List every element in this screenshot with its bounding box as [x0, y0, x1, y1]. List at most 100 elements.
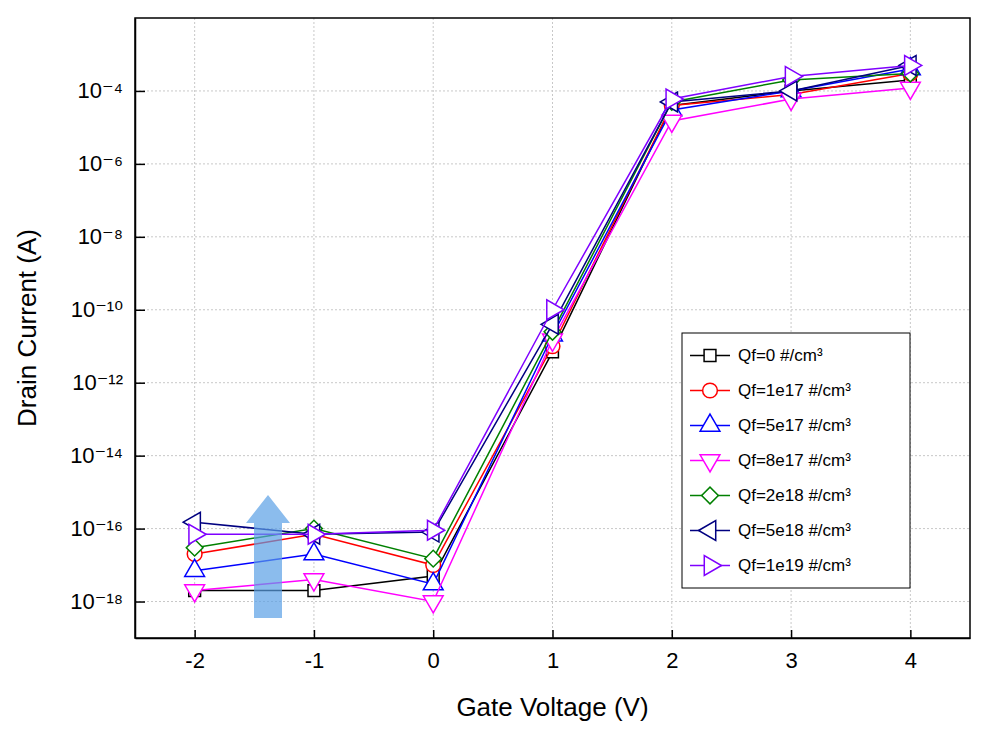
- tick: 10⁻¹⁸: [70, 589, 145, 614]
- legend-label: Qf=0 #/cm³: [738, 346, 823, 365]
- tick: -2: [185, 630, 205, 673]
- marker: [905, 56, 922, 76]
- tick-label: 10⁻¹⁴: [70, 443, 123, 468]
- tick: 10⁻¹⁰: [71, 297, 145, 322]
- marker: [423, 596, 443, 613]
- tick-label: 1: [547, 648, 559, 673]
- marker: [427, 520, 444, 540]
- tick-label: 10⁻¹⁶: [71, 516, 123, 541]
- tick-label: 10⁻¹⁸: [70, 589, 123, 614]
- legend-entry: Qf=1e17 #/cm³: [690, 381, 851, 400]
- legend-marker: [704, 350, 716, 362]
- legend-label: Qf=1e17 #/cm³: [738, 381, 851, 400]
- legend-label: Qf=1e19 #/cm³: [738, 556, 851, 575]
- tick-label: 3: [785, 648, 797, 673]
- legend-entry: Qf=2e18 #/cm³: [690, 486, 851, 505]
- tick: 10⁻¹⁴: [70, 443, 145, 468]
- legend-entry: Qf=8e17 #/cm³: [690, 451, 851, 471]
- marker: [785, 67, 802, 87]
- series-line: [195, 65, 911, 534]
- y-axis-title: Drain Current (A): [12, 229, 42, 427]
- tick: 3: [785, 630, 797, 673]
- tick-label: -2: [185, 648, 205, 673]
- tick-label: 4: [905, 648, 917, 673]
- marker: [189, 524, 206, 544]
- tick-label: -1: [305, 648, 325, 673]
- tick: 10⁻¹⁶: [71, 516, 145, 541]
- legend-box: [682, 333, 910, 588]
- tick-mark: [135, 528, 145, 530]
- legend-entry: Qf=0 #/cm³: [690, 346, 823, 365]
- tick-label: 10⁻¹⁰: [71, 297, 123, 322]
- grid: [135, 18, 970, 638]
- series: [185, 82, 921, 613]
- tick: 1: [547, 630, 559, 673]
- marker: [425, 550, 442, 567]
- marker: [900, 82, 920, 99]
- legend-entry: Qf=5e18 #/cm³: [690, 521, 851, 541]
- series: [187, 66, 917, 572]
- series-line: [195, 74, 911, 559]
- x-axis-title: Gate Voltage (V): [456, 692, 648, 722]
- tick: 4: [905, 630, 917, 673]
- tick-label: 0: [428, 648, 440, 673]
- tick-mark: [433, 630, 435, 638]
- tick-mark: [672, 630, 674, 638]
- tick-label: 2: [666, 648, 678, 673]
- series: [189, 74, 917, 596]
- tick-mark: [135, 601, 145, 603]
- arrow-shape: [246, 495, 290, 618]
- series-line: [195, 80, 911, 591]
- tick-mark: [552, 630, 554, 638]
- tick: 0: [428, 630, 440, 673]
- tick-mark: [135, 310, 145, 312]
- legend-label: Qf=2e18 #/cm³: [738, 486, 851, 505]
- marker: [308, 524, 325, 544]
- tick-mark: [910, 630, 912, 638]
- chart: -2-10123410⁻¹⁸10⁻¹⁶10⁻¹⁴10⁻¹²10⁻¹⁰10⁻⁸10…: [0, 0, 994, 746]
- marker: [547, 300, 564, 320]
- tick-mark: [314, 630, 316, 638]
- marker: [304, 543, 324, 560]
- tick: 10⁻¹²: [72, 370, 145, 395]
- legend-marker: [700, 455, 720, 472]
- plot-area: -2-10123410⁻¹⁸10⁻¹⁶10⁻¹⁴10⁻¹²10⁻¹⁰10⁻⁸10…: [70, 18, 970, 673]
- series-line: [195, 74, 911, 566]
- tick: 2: [666, 630, 678, 673]
- marker: [185, 559, 205, 576]
- arrow: [246, 495, 290, 618]
- tick-label: 10⁻¹²: [72, 370, 123, 395]
- marker: [666, 89, 683, 109]
- x-axis: -2 -1 0 1 2 3 4: [136, 630, 971, 673]
- marker: [662, 115, 682, 132]
- plot-frame: [135, 18, 970, 638]
- legend-label: Qf=8e17 #/cm³: [738, 451, 851, 470]
- tick-mark: [135, 91, 145, 93]
- tick-mark: [135, 455, 145, 457]
- series-group: [183, 56, 922, 613]
- tick-mark: [135, 164, 145, 166]
- tick-label: 10⁻⁴: [77, 78, 123, 103]
- marker: [304, 574, 324, 591]
- series-line: [195, 88, 911, 601]
- legend-marker: [703, 383, 718, 398]
- legend-entry: Qf=5e17 #/cm³: [690, 414, 851, 435]
- legend-label: Qf=5e18 #/cm³: [738, 521, 851, 540]
- legend-label: Qf=5e17 #/cm³: [738, 416, 851, 435]
- tick-label: 10⁻⁸: [78, 224, 123, 249]
- legend-marker: [700, 414, 720, 431]
- series-line: [195, 65, 911, 534]
- tick-label: 10⁻⁶: [78, 151, 123, 176]
- legend: Qf=0 #/cm³ Qf=1e17 #/cm³ Qf=5e17 #/cm³ Qf=8…: [682, 333, 910, 588]
- legend-marker: [702, 487, 719, 504]
- tick-mark: [135, 382, 145, 384]
- series: [186, 65, 918, 567]
- grid-line: [135, 236, 970, 237]
- legend-marker: [704, 556, 721, 576]
- marker: [185, 585, 205, 602]
- tick-mark: [194, 630, 196, 638]
- legend-marker: [699, 521, 716, 541]
- y-axis: 10⁻¹⁸ 10⁻¹⁶ 10⁻¹⁴ 10⁻¹² 10⁻¹⁰ 10⁻⁸ 10⁻⁶ 10⁻⁴: [70, 19, 145, 639]
- tick-mark: [135, 237, 145, 239]
- tick-mark: [791, 630, 793, 638]
